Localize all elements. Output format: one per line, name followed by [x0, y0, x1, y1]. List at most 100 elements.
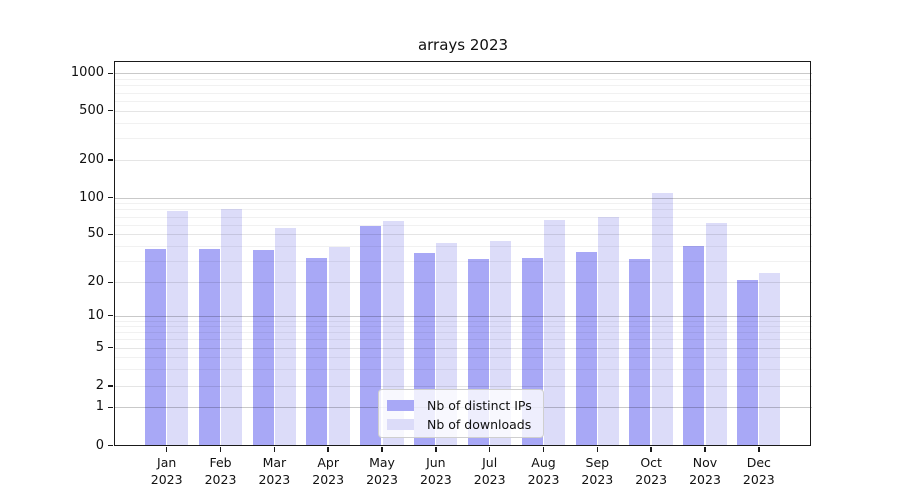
bar-downloads-mar [274, 228, 296, 446]
chart-title: arrays 2023 [417, 36, 509, 54]
gridline-y-2 [114, 386, 812, 387]
x-tick-mark-feb [219, 447, 222, 453]
gridline-y-400 [114, 122, 812, 124]
y-tick-mark-500 [108, 110, 113, 112]
legend-label-distinct-ips: Nb of distinct IPs [427, 398, 532, 413]
x-tick-label-feb: Feb 2023 [204, 454, 237, 487]
legend-label-downloads: Nb of downloads [427, 417, 532, 432]
gridline-y-100 [114, 197, 812, 199]
x-tick-label-apr: Apr 2023 [312, 454, 345, 487]
gridline-y-900 [114, 78, 812, 80]
gridline-y-600 [114, 100, 812, 102]
bar-downloads-apr [328, 247, 350, 446]
legend-swatch-downloads [387, 419, 414, 430]
y-tick-label-200: 200 [79, 152, 104, 167]
y-tick-label-1: 1 [95, 399, 104, 415]
x-tick-label-jul: Jul 2023 [473, 454, 506, 487]
x-tick-mark-jan [166, 447, 168, 453]
y-tick-mark-50 [108, 233, 113, 235]
bar-distinct-ips-sep [575, 251, 597, 446]
gridline-y-5 [114, 347, 812, 349]
bar-downloads-dec [759, 272, 781, 446]
gridline-y-6 [114, 339, 812, 341]
y-tick-mark-2 [108, 385, 113, 387]
gridline-y-300 [114, 138, 812, 140]
y-tick-label-5: 5 [95, 339, 104, 355]
x-tick-mark-nov [704, 447, 706, 453]
bar-downloads-sep [597, 216, 619, 446]
y-tick-label-100: 100 [79, 189, 104, 205]
y-tick-label-10: 10 [87, 307, 104, 323]
gridline-y-20 [114, 282, 812, 284]
y-tick-label-20: 20 [87, 274, 104, 290]
x-tick-label-jan: Jan 2023 [150, 454, 183, 487]
x-tick-mark-mar [273, 447, 276, 453]
legend-item-distinct-ips: Nb of distinct IPs [387, 396, 535, 415]
bar-distinct-ips-oct [629, 259, 651, 446]
y-tick-mark-10 [108, 315, 113, 317]
x-tick-mark-dec [758, 447, 760, 453]
x-tick-mark-apr [327, 447, 329, 453]
y-tick-label-1000: 1000 [70, 65, 104, 81]
y-tick-mark-1000 [108, 72, 113, 74]
bar-downloads-oct [651, 193, 673, 446]
bar-distinct-ips-jan [145, 248, 166, 446]
x-tick-mark-sep [596, 447, 599, 453]
gridline-y-700 [114, 92, 812, 94]
gridline-y-500 [114, 110, 812, 112]
x-tick-label-jun: Jun 2023 [419, 454, 452, 487]
bar-distinct-ips-apr [306, 257, 328, 446]
gridline-y-800 [114, 85, 812, 87]
y-tick-label-50: 50 [87, 226, 104, 242]
y-tick-label-2: 2 [95, 378, 104, 393]
gridline-y-4 [114, 357, 812, 359]
legend-item-downloads: Nb of downloads [387, 415, 535, 434]
gridline-y-3 [114, 369, 812, 371]
bar-downloads-nov [705, 222, 727, 446]
gridline-y-8 [114, 326, 812, 327]
bar-distinct-ips-mar [252, 250, 274, 446]
x-tick-label-mar: Mar 2023 [258, 454, 291, 487]
bar-distinct-ips-nov [683, 245, 705, 446]
x-tick-label-dec: Dec 2023 [742, 454, 775, 487]
bar-downloads-jan [167, 210, 189, 446]
y-tick-mark-200 [108, 159, 113, 161]
bar-downloads-aug [544, 220, 565, 446]
gridline-y-60 [114, 224, 812, 226]
bar-downloads-feb [221, 209, 243, 446]
gridline-y-10 [114, 315, 812, 317]
gridline-y-80 [114, 209, 812, 211]
gridline-y-7 [114, 332, 812, 334]
x-tick-mark-may [381, 447, 383, 453]
y-tick-mark-5 [108, 347, 113, 349]
x-tick-label-may: May 2023 [366, 454, 398, 487]
x-tick-label-aug: Aug 2023 [527, 454, 560, 487]
x-tick-mark-jul [488, 447, 491, 453]
x-tick-label-sep: Sep 2023 [581, 454, 614, 487]
plot-frame [114, 61, 811, 446]
y-tick-mark-1 [108, 406, 113, 408]
legend-swatch-distinct-ips [387, 400, 414, 411]
y-tick-mark-100 [108, 197, 113, 199]
legend: Nb of distinct IPs Nb of downloads [378, 389, 544, 438]
bar-distinct-ips-dec [737, 279, 759, 446]
x-tick-mark-oct [650, 447, 652, 453]
x-tick-mark-aug [542, 447, 545, 453]
gridline-y-1000 [114, 73, 812, 75]
x-tick-mark-jun [435, 447, 437, 453]
gridline-y-90 [114, 203, 812, 205]
bar-distinct-ips-may [360, 226, 382, 446]
gridline-y-50 [114, 234, 812, 236]
gridline-y-40 [114, 245, 812, 247]
y-tick-label-0: 0 [95, 437, 104, 453]
gridline-y-200 [114, 160, 812, 161]
x-tick-label-nov: Nov 2023 [689, 454, 721, 487]
y-tick-mark-20 [108, 281, 113, 283]
gridline-y-70 [114, 216, 812, 218]
gridline-y-9 [114, 320, 812, 322]
x-tick-label-oct: Oct 2023 [635, 454, 668, 487]
y-tick-label-500: 500 [79, 102, 104, 118]
